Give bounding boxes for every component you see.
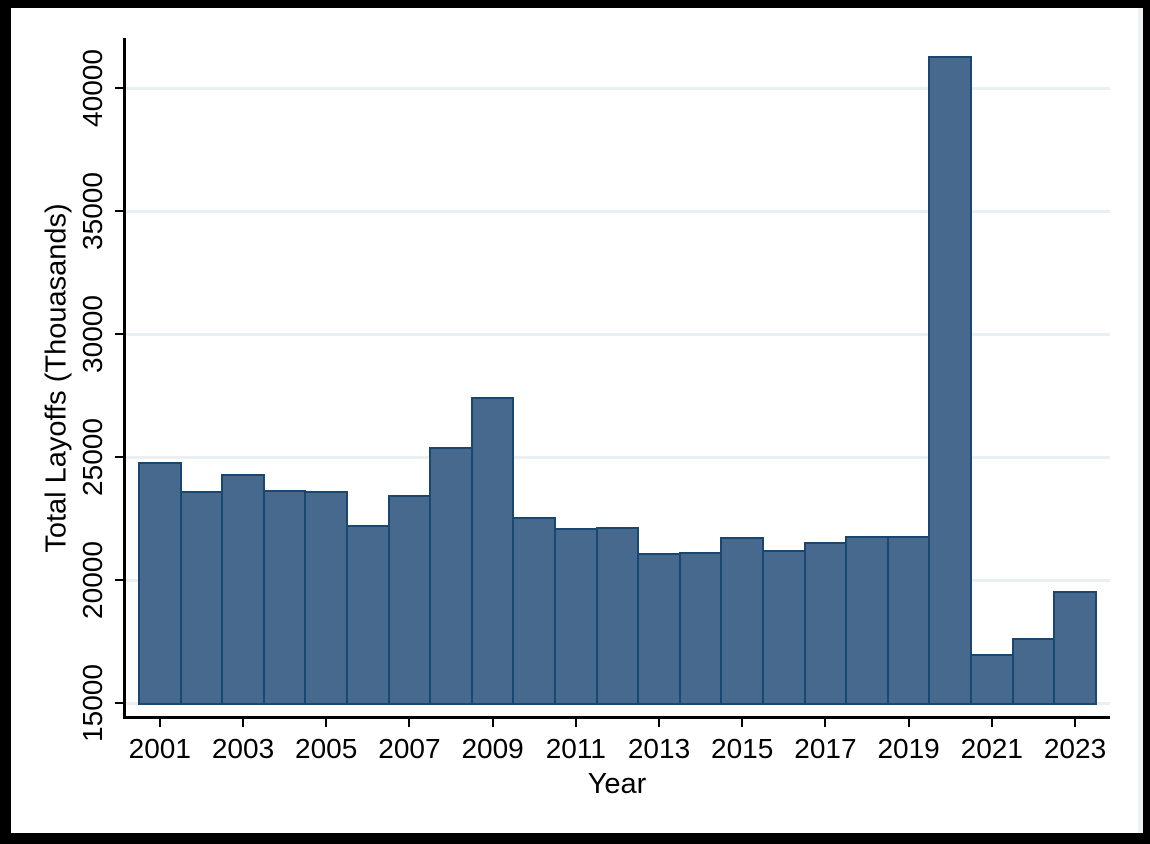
bar-2021 bbox=[970, 653, 1014, 705]
bar-2010 bbox=[512, 517, 556, 705]
x-tick-mark bbox=[1074, 718, 1076, 727]
bar-2011 bbox=[554, 528, 598, 705]
bar-2014 bbox=[678, 551, 723, 705]
x-tick-label: 2003 bbox=[211, 733, 275, 764]
bar-2007 bbox=[387, 495, 432, 705]
x-tick-mark bbox=[325, 718, 328, 727]
bar-2013 bbox=[637, 552, 681, 705]
y-axis-line bbox=[123, 38, 126, 719]
chart-canvas: 15000 20000 25000 30000 35000 40000 2001 2003 2… bbox=[11, 8, 1143, 833]
gridline-35000 bbox=[125, 210, 1110, 213]
gridline-40000 bbox=[125, 87, 1110, 90]
x-tick-label: 2015 bbox=[711, 733, 774, 764]
bar-2016 bbox=[762, 550, 806, 705]
x-tick-mark bbox=[824, 718, 827, 727]
x-tick-mark bbox=[741, 718, 744, 727]
bar-2004 bbox=[262, 490, 307, 705]
x-axis-line bbox=[123, 716, 1110, 719]
y-tick-label: 15000 bbox=[77, 664, 108, 742]
bar-2022 bbox=[1011, 637, 1056, 705]
x-tick-mark bbox=[990, 718, 993, 727]
y-tick-mark bbox=[115, 333, 124, 335]
bar-2012 bbox=[595, 527, 640, 705]
x-tick-label: 2021 bbox=[960, 733, 1023, 764]
x-tick-mark bbox=[658, 718, 660, 727]
x-tick-mark bbox=[408, 718, 411, 727]
bar-2003 bbox=[221, 474, 265, 705]
y-tick-label: 25000 bbox=[77, 418, 108, 496]
x-tick-mark bbox=[242, 718, 244, 727]
bar-2009 bbox=[470, 396, 515, 705]
bar-2002 bbox=[179, 491, 224, 705]
y-tick-mark bbox=[115, 702, 124, 704]
gridline-30000 bbox=[125, 333, 1110, 336]
x-tick-mark bbox=[491, 718, 494, 727]
y-tick-mark bbox=[115, 579, 124, 581]
y-tick-mark bbox=[115, 210, 124, 212]
y-tick-label: 20000 bbox=[77, 541, 108, 619]
x-tick-label: 2005 bbox=[295, 733, 358, 764]
y-tick-mark bbox=[115, 456, 124, 458]
bar-2005 bbox=[304, 491, 348, 705]
gridline-25000 bbox=[125, 456, 1110, 459]
x-axis-title: Year bbox=[587, 768, 647, 800]
x-tick-label: 2001 bbox=[128, 733, 191, 764]
x-tick-label: 2011 bbox=[545, 733, 606, 764]
bar-2018 bbox=[845, 535, 889, 705]
bar-2015 bbox=[720, 536, 764, 705]
bar-2023 bbox=[1053, 591, 1097, 705]
y-tick-label: 30000 bbox=[77, 295, 108, 373]
bar-2020 bbox=[928, 56, 972, 705]
x-tick-mark bbox=[907, 718, 910, 727]
x-tick-label: 2023 bbox=[1043, 733, 1107, 764]
y-tick-label: 40000 bbox=[77, 49, 108, 127]
bar-2017 bbox=[803, 541, 848, 705]
x-tick-mark bbox=[574, 718, 577, 727]
x-tick-mark bbox=[158, 718, 161, 727]
x-tick-label: 2007 bbox=[378, 733, 441, 764]
right-margin-strip bbox=[1138, 8, 1143, 833]
bar-2008 bbox=[429, 447, 473, 705]
y-axis-title: Total Layoffs (Thouasands) bbox=[40, 203, 73, 553]
y-tick-label: 35000 bbox=[77, 172, 108, 250]
x-tick-label: 2019 bbox=[877, 733, 940, 764]
bar-2001 bbox=[138, 461, 182, 705]
bar-2019 bbox=[886, 535, 931, 705]
x-tick-label: 2017 bbox=[794, 733, 857, 764]
bar-2006 bbox=[346, 524, 390, 705]
y-tick-mark bbox=[115, 87, 124, 89]
x-tick-label: 2009 bbox=[461, 733, 524, 764]
x-tick-label: 2013 bbox=[627, 733, 691, 764]
